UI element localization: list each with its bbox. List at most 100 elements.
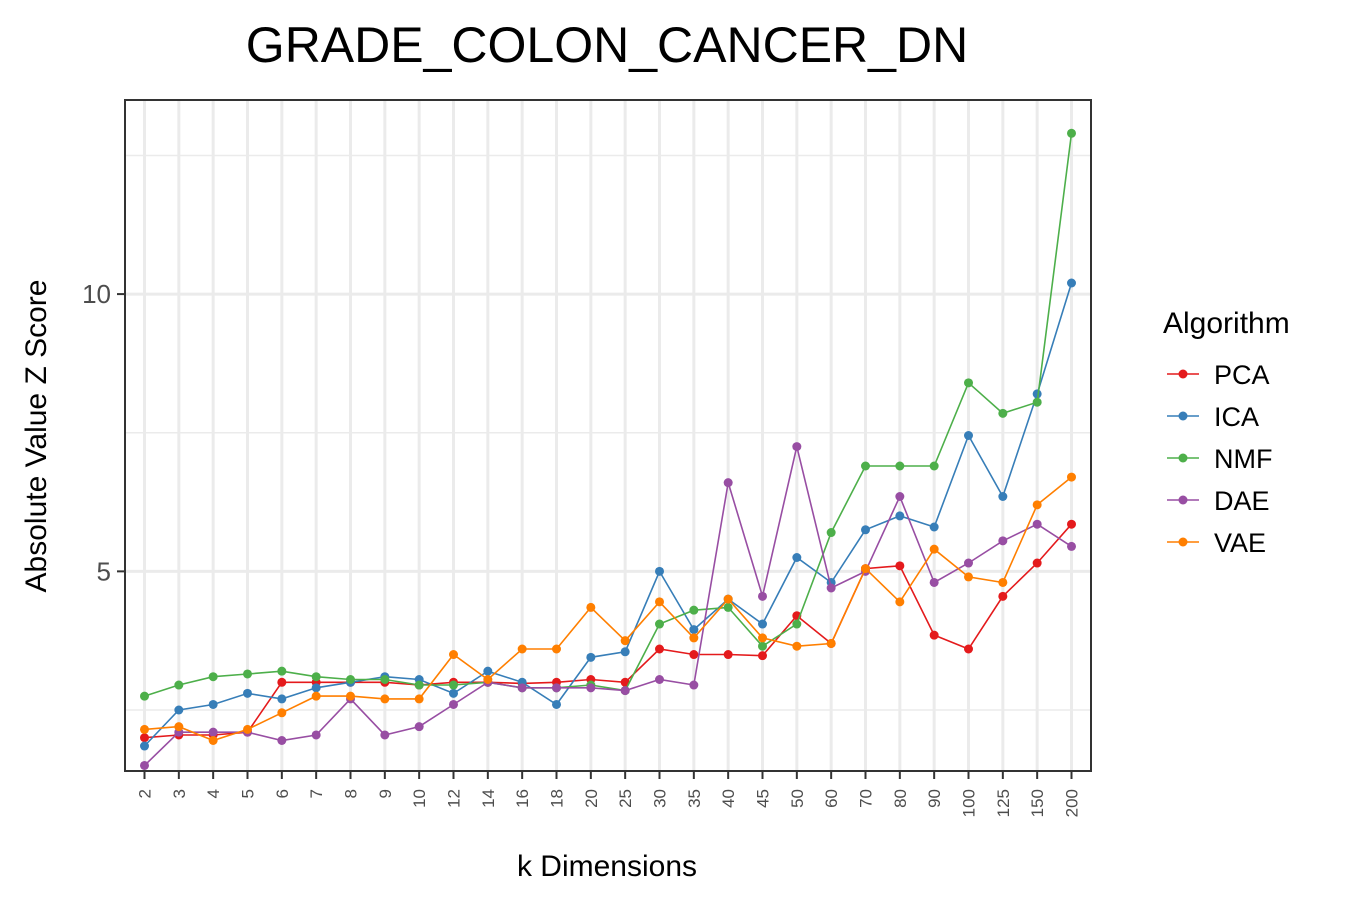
data-point-nmf: [964, 378, 973, 388]
data-point-dae: [998, 536, 1008, 546]
legend-title: Algorithm: [1163, 307, 1290, 340]
data-point-ica: [174, 705, 184, 715]
x-tick-label: 125: [994, 789, 1013, 817]
x-tick-label: 5: [239, 789, 258, 798]
x-tick-label: 45: [754, 789, 773, 808]
legend-label: DAE: [1214, 486, 1270, 516]
data-point-vae: [895, 597, 905, 607]
x-tick-label: 80: [891, 789, 910, 808]
data-point-ica: [689, 625, 699, 635]
data-point-ica: [998, 492, 1008, 501]
legend-key-point: [1178, 369, 1188, 379]
data-point-vae: [586, 602, 596, 612]
data-point-ica: [1067, 278, 1076, 288]
data-point-pca: [998, 591, 1008, 601]
x-tick-label: 50: [788, 789, 807, 808]
plot-background: [125, 100, 1091, 771]
x-tick-label: 18: [548, 789, 567, 808]
chart-title: GRADE_COLON_CANCER_DN: [246, 17, 968, 73]
data-point-vae: [861, 564, 870, 574]
data-point-nmf: [1067, 128, 1076, 138]
data-point-pca: [758, 651, 767, 661]
data-point-vae: [517, 644, 527, 654]
data-point-dae: [311, 730, 321, 740]
data-point-dae: [208, 727, 218, 737]
series-line-nmf: [144, 133, 1073, 697]
x-tick-label: 200: [1063, 789, 1082, 817]
data-point-nmf: [826, 528, 836, 538]
data-point-dae: [758, 591, 767, 601]
data-point-nmf: [861, 461, 870, 471]
legend-key-point: [1178, 537, 1188, 547]
data-point-ica: [964, 431, 973, 440]
data-point-ica: [655, 566, 664, 576]
data-point-ica: [895, 511, 905, 521]
data-point-pca: [140, 733, 149, 743]
data-point-dae: [929, 577, 939, 587]
legend-item-dae: DAE: [1167, 486, 1270, 516]
data-point-dae: [1032, 519, 1042, 529]
data-point-pca: [655, 644, 664, 654]
data-point-vae: [964, 572, 973, 582]
data-point-pca: [1067, 519, 1076, 529]
data-point-nmf: [208, 672, 218, 682]
data-point-ica: [208, 699, 218, 709]
x-tick-label: 70: [857, 789, 876, 808]
data-point-ica: [1032, 389, 1042, 399]
data-point-vae: [311, 691, 321, 701]
x-tick-label: 30: [651, 789, 670, 808]
x-tick-label: 6: [273, 789, 292, 798]
series-line-dae: [143, 446, 1072, 767]
data-point-nmf: [311, 672, 321, 682]
data-point-nmf: [895, 461, 905, 471]
data-point-nmf: [277, 666, 287, 676]
data-point-dae: [826, 583, 836, 593]
data-point-vae: [998, 577, 1008, 587]
data-point-vae: [758, 633, 767, 643]
data-point-nmf: [689, 605, 699, 615]
data-point-ica: [552, 699, 561, 709]
x-tick-label: 9: [376, 789, 395, 798]
series-vae: [140, 472, 1076, 745]
series-layer: [140, 128, 1076, 770]
series-line-pca: [144, 523, 1073, 739]
x-tick-label: 8: [342, 789, 361, 798]
data-point-dae: [1067, 541, 1076, 551]
x-tick-label: 25: [616, 789, 635, 808]
data-point-nmf: [998, 408, 1008, 418]
data-point-vae: [655, 597, 664, 607]
data-point-vae: [243, 724, 252, 734]
data-point-vae: [174, 722, 184, 732]
data-point-dae: [655, 675, 664, 684]
data-point-nmf: [758, 641, 767, 651]
data-point-nmf: [140, 691, 149, 701]
data-point-pca: [723, 650, 733, 660]
data-point-pca: [689, 650, 699, 660]
data-point-dae: [552, 683, 561, 693]
data-point-pca: [895, 561, 905, 571]
x-tick-label: 40: [719, 789, 738, 808]
data-point-vae: [414, 694, 424, 704]
data-point-pca: [277, 677, 287, 687]
legend-item-ica: ICA: [1167, 402, 1259, 432]
data-point-nmf: [792, 619, 802, 629]
legend-key-point: [1178, 495, 1188, 505]
data-point-pca: [620, 677, 630, 687]
legend-key-point: [1178, 453, 1188, 463]
data-point-nmf: [655, 619, 664, 629]
data-point-ica: [449, 688, 458, 698]
data-point-ica: [861, 525, 870, 535]
x-tick-label: 90: [925, 789, 944, 808]
data-point-vae: [1067, 472, 1076, 482]
x-tick-label: 14: [479, 789, 498, 808]
series-line-ica: [143, 282, 1073, 747]
data-point-dae: [964, 558, 973, 568]
data-point-ica: [620, 647, 630, 657]
data-point-vae: [792, 641, 802, 651]
x-tick-label: 3: [170, 789, 189, 798]
data-point-vae: [449, 650, 458, 660]
data-point-dae: [517, 683, 527, 693]
data-point-nmf: [380, 675, 390, 684]
data-point-dae: [792, 442, 802, 452]
x-tick-label: 100: [960, 789, 979, 817]
